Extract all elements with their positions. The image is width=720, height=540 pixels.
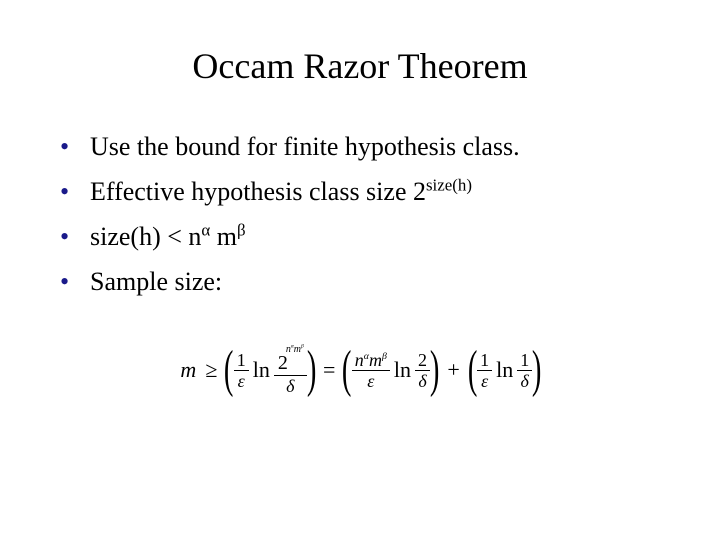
ln-text: ln xyxy=(496,357,513,383)
rparen-icon: ) xyxy=(532,349,542,391)
ln-text: ln xyxy=(253,357,270,383)
bullet-text: Sample size: xyxy=(90,267,222,296)
bullet-text-mid: m xyxy=(210,222,237,251)
group-left: ( 1 ε ln nαmβ 2 δ ) xyxy=(226,346,314,395)
frac-den: ε xyxy=(364,371,377,390)
lparen-icon: ( xyxy=(468,349,478,391)
op-eq: = xyxy=(323,357,335,383)
frac-1-delta: 1 δ xyxy=(517,351,532,390)
frac-num: nαmβ 2 xyxy=(274,346,307,376)
bullet-item-4: Sample size: xyxy=(60,262,680,301)
var-m: m xyxy=(180,357,196,383)
frac-num: 1 xyxy=(234,351,249,371)
bullet-list: Use the bound for finite hypothesis clas… xyxy=(40,127,680,301)
exp-base: 2 xyxy=(278,355,288,372)
bullet-text-prefix: size(h) < n xyxy=(90,222,201,251)
bullet-item-3: size(h) < nα mβ xyxy=(60,217,680,256)
frac-den: δ xyxy=(518,371,532,390)
frac-num: 1 xyxy=(477,351,492,371)
bullet-text-prefix: Effective hypothesis class size 2 xyxy=(90,177,426,206)
bullet-sup-alpha: α xyxy=(201,220,210,239)
frac-2-delta: 2 δ xyxy=(415,351,430,390)
bullet-sup-beta: β xyxy=(237,220,246,239)
formula: m ≥ ( 1 ε ln nαmβ 2 δ ) = ( xyxy=(180,346,539,395)
group-right: ( 1 ε ln 1 δ ) xyxy=(470,349,540,391)
ln-text: ln xyxy=(394,357,411,383)
frac-den: δ xyxy=(283,376,297,395)
frac-num: 1 xyxy=(517,351,532,371)
exp-top: nαmβ xyxy=(286,346,304,355)
frac-1-eps: 1 ε xyxy=(234,351,249,390)
group-mid: ( nαmβ ε ln 2 δ ) xyxy=(344,349,437,391)
frac-den: ε xyxy=(235,371,248,390)
bullet-item-1: Use the bound for finite hypothesis clas… xyxy=(60,127,680,166)
lparen-icon: ( xyxy=(342,349,352,391)
frac-den: ε xyxy=(478,371,491,390)
op-ge: ≥ xyxy=(205,357,217,383)
slide-title: Occam Razor Theorem xyxy=(40,45,680,87)
formula-region: m ≥ ( 1 ε ln nαmβ 2 δ ) = ( xyxy=(40,346,680,395)
rparen-icon: ) xyxy=(307,349,317,391)
frac-nm-eps: nαmβ ε xyxy=(352,351,390,390)
frac-den: δ xyxy=(415,371,429,390)
exp-stack: nαmβ 2 xyxy=(278,346,304,372)
lparen-icon: ( xyxy=(224,349,234,391)
bullet-text: Use the bound for finite hypothesis clas… xyxy=(90,132,520,161)
bullet-sup: size(h) xyxy=(426,175,472,194)
bullet-item-2: Effective hypothesis class size 2size(h) xyxy=(60,172,680,211)
op-plus: + xyxy=(447,357,459,383)
frac-num: nαmβ xyxy=(352,351,390,371)
rparen-icon: ) xyxy=(430,349,440,391)
frac-1-eps: 1 ε xyxy=(477,351,492,390)
frac-num: 2 xyxy=(415,351,430,371)
frac-2exp-delta: nαmβ 2 δ xyxy=(274,346,307,395)
